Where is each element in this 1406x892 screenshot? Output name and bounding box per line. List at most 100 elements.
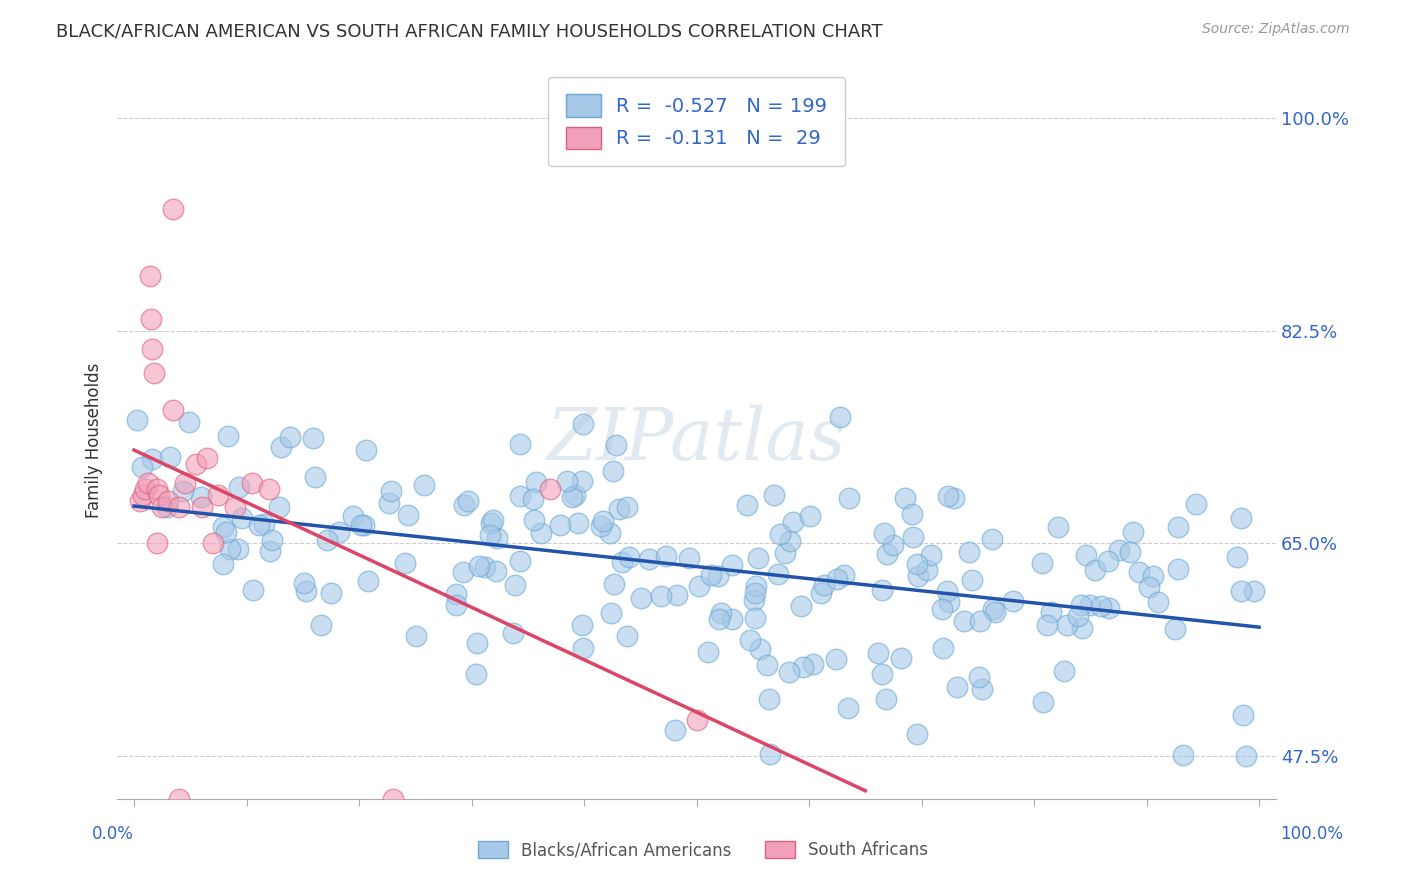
Point: [813, 577, 835, 591]
Point: [1067, 608, 1090, 623]
Point: [143, 366, 166, 380]
Point: [474, 560, 496, 574]
Point: [678, 550, 700, 565]
Point: [479, 516, 502, 531]
Legend: Blacks/African Americans, South Africans: Blacks/African Americans, South Africans: [471, 834, 935, 866]
Point: [270, 440, 292, 454]
Point: [218, 542, 240, 557]
Point: [616, 629, 638, 643]
Point: [1128, 566, 1150, 580]
Legend: R =  -0.527   N = 199, R =  -0.131   N =  29: R = -0.527 N = 199, R = -0.131 N = 29: [548, 77, 845, 167]
Point: [907, 557, 929, 571]
Point: [1167, 519, 1189, 533]
Point: [1001, 594, 1024, 608]
Point: [309, 617, 332, 632]
Point: [735, 498, 758, 512]
Point: [1137, 581, 1160, 595]
Point: [901, 507, 924, 521]
Point: [876, 547, 898, 561]
Point: [572, 417, 595, 432]
Point: [707, 568, 730, 582]
Point: [226, 541, 249, 556]
Point: [228, 480, 250, 494]
Point: [650, 589, 672, 603]
Point: [567, 516, 589, 530]
Point: [247, 518, 270, 533]
Point: [201, 536, 224, 550]
Point: [707, 612, 730, 626]
Point: [943, 491, 966, 505]
Point: [328, 524, 350, 539]
Point: [792, 659, 814, 673]
Point: [1108, 542, 1130, 557]
Point: [907, 569, 929, 583]
Point: [465, 636, 488, 650]
Point: [1229, 510, 1251, 524]
Point: [217, 429, 239, 443]
Point: [905, 727, 928, 741]
Point: [156, 494, 179, 508]
Point: [292, 576, 315, 591]
Point: [509, 553, 531, 567]
Point: [619, 550, 641, 565]
Point: [190, 500, 212, 514]
Point: [1142, 569, 1164, 583]
Point: [810, 586, 832, 600]
Point: [967, 670, 990, 684]
Point: [825, 572, 848, 586]
Point: [873, 526, 896, 541]
Point: [605, 438, 627, 452]
Point: [825, 652, 848, 666]
Point: [1070, 599, 1092, 613]
Point: [141, 342, 163, 356]
Point: [1032, 695, 1054, 709]
Point: [139, 311, 162, 326]
Point: [132, 488, 155, 502]
Point: [936, 489, 959, 503]
Point: [394, 557, 416, 571]
Point: [173, 475, 195, 490]
Point: [1243, 584, 1265, 599]
Point: [145, 482, 167, 496]
Point: [356, 574, 378, 588]
Text: BLACK/AFRICAN AMERICAN VS SOUTH AFRICAN FAMILY HOUSEHOLDS CORRELATION CHART: BLACK/AFRICAN AMERICAN VS SOUTH AFRICAN …: [56, 22, 883, 40]
Point: [315, 533, 337, 547]
Point: [468, 558, 491, 573]
Point: [1097, 553, 1119, 567]
Point: [984, 605, 1007, 619]
Point: [778, 665, 800, 679]
Text: 100.0%: 100.0%: [1279, 825, 1343, 843]
Point: [523, 513, 546, 527]
Point: [278, 429, 301, 443]
Point: [378, 496, 401, 510]
Point: [350, 518, 373, 533]
Point: [302, 431, 325, 445]
Point: [1070, 621, 1092, 635]
Point: [932, 641, 955, 656]
Point: [1229, 583, 1251, 598]
Point: [766, 566, 789, 581]
Point: [931, 602, 953, 616]
Point: [1226, 550, 1249, 565]
Point: [742, 592, 765, 607]
Point: [128, 494, 150, 508]
Point: [755, 658, 778, 673]
Point: [503, 578, 526, 592]
Point: [304, 469, 326, 483]
Point: [828, 410, 851, 425]
Point: [945, 680, 967, 694]
Y-axis label: Family Households: Family Households: [86, 362, 103, 517]
Point: [769, 527, 792, 541]
Text: Source: ZipAtlas.com: Source: ZipAtlas.com: [1202, 22, 1350, 37]
Point: [799, 508, 821, 523]
Point: [381, 791, 404, 805]
Point: [1031, 557, 1053, 571]
Point: [150, 500, 173, 514]
Point: [353, 518, 375, 533]
Point: [257, 482, 280, 496]
Point: [832, 568, 855, 582]
Point: [779, 533, 801, 548]
Point: [1036, 617, 1059, 632]
Point: [481, 513, 503, 527]
Point: [1053, 665, 1076, 679]
